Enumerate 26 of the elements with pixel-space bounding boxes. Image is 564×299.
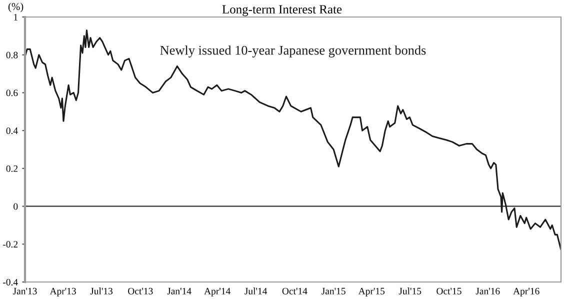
- x-tick-label: Apr'15: [358, 288, 385, 296]
- x-tick-label: Apr'16: [513, 288, 540, 296]
- x-tick-label: Jul'13: [90, 288, 113, 294]
- chart-title: Long-term Interest Rate: [222, 5, 342, 16]
- x-tick-label: Oct'13: [128, 288, 153, 294]
- y-tick-label: 1: [14, 14, 18, 20]
- y-tick-label: 0: [14, 203, 18, 210]
- x-tick-label: Jan'16: [476, 288, 500, 294]
- x-tick-label: Jan'15: [322, 288, 346, 294]
- x-tick-label: Apr'13: [50, 288, 76, 296]
- y-tick-label: 0.2: [6, 165, 18, 172]
- x-tick-label: Jul'14: [244, 288, 268, 294]
- y-tick-label: -0.4: [3, 278, 18, 286]
- series-label: Newly issued 10-year Japanese government bonds: [160, 45, 426, 58]
- x-tick-label: Jan'14: [167, 288, 192, 294]
- x-tick-label: Oct'14: [282, 288, 308, 294]
- x-tick-label: Oct'15: [436, 288, 462, 294]
- y-tick-label: 0.4: [6, 127, 18, 134]
- y-tick-label: -0.2: [3, 241, 18, 248]
- line-series: [25, 29, 561, 251]
- x-tick-label: Jan'13: [12, 288, 37, 294]
- y-tick-label: 0.6: [6, 90, 18, 96]
- y-axis-title: (%): [8, 2, 24, 12]
- x-tick-label: Jul'15: [398, 288, 422, 294]
- x-tick-label: Apr'14: [204, 288, 230, 296]
- y-tick-label: 0.8: [6, 52, 18, 58]
